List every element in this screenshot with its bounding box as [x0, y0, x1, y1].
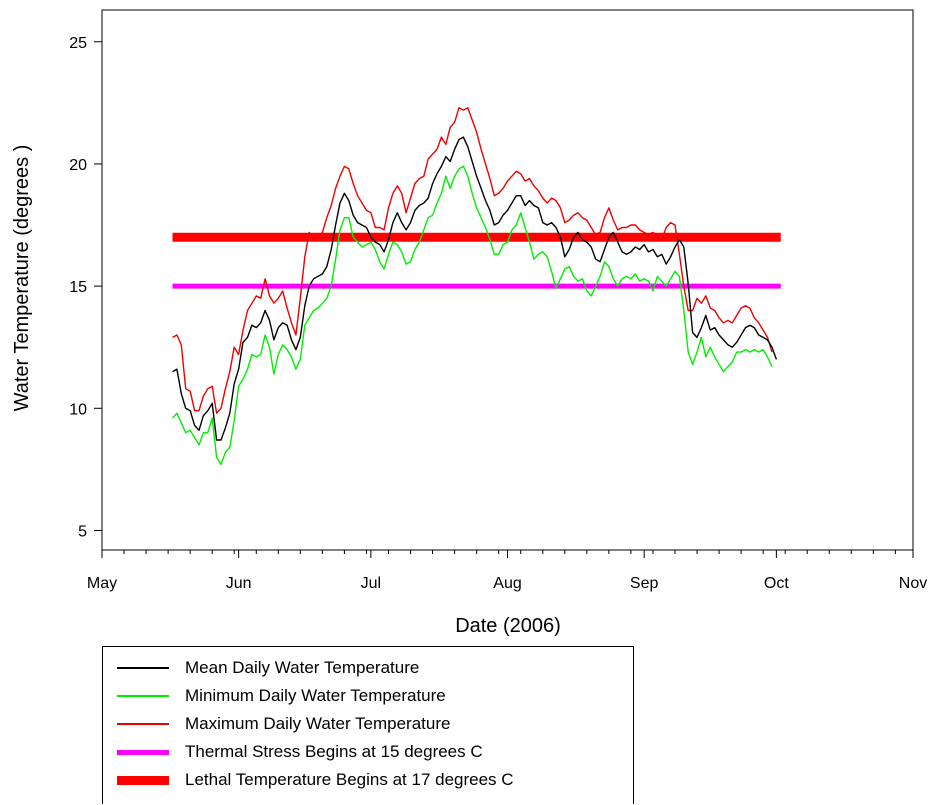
x-tick-label: Oct [764, 575, 789, 592]
y-axis: 5 10 15 20 25 [69, 35, 102, 540]
x-tick-label: Jul [361, 575, 381, 592]
legend-label-mean: Mean Daily Water Temperature [185, 658, 420, 677]
x-axis: May Jun Jul Aug Sep Oct Nov [87, 550, 927, 592]
y-tick-label: 20 [69, 157, 87, 174]
series-line-minimum-daily-water-temperature [171, 165, 773, 466]
legend-label-lethal: Lethal Temperature Begins at 17 degrees … [185, 770, 514, 789]
y-tick-label: 5 [78, 523, 87, 540]
series-line-maximum-daily-water-temperature [172, 106, 773, 414]
legend-item-maximum: Maximum Daily Water Temperature [117, 713, 450, 735]
legend: Mean Daily Water Temperature Minimum Dai… [102, 646, 634, 804]
legend-swatch-minimum [117, 695, 169, 697]
x-tick-label: Jun [226, 575, 252, 592]
legend-item-thermal-stress: Thermal Stress Begins at 15 degrees C [117, 741, 483, 763]
x-axis-title: Date (2006) [455, 615, 561, 637]
legend-swatch-maximum [117, 723, 169, 725]
legend-label-maximum: Maximum Daily Water Temperature [185, 714, 451, 733]
x-tick-label: Sep [630, 575, 659, 592]
plot-frame [101, 9, 914, 551]
y-tick-label: 10 [69, 401, 87, 418]
legend-item-mean: Mean Daily Water Temperature [117, 657, 419, 679]
x-minor-ticks [123, 550, 896, 554]
y-tick-label: 25 [69, 35, 87, 52]
x-tick-label: Aug [493, 575, 521, 592]
x-tick-label: Nov [899, 575, 927, 592]
legend-swatch-lethal [117, 775, 169, 785]
legend-item-minimum: Minimum Daily Water Temperature [117, 685, 446, 707]
x-tick-label: May [87, 575, 117, 592]
series-line-mean-daily-water-temperature [172, 136, 778, 441]
chart: 5 10 15 20 25 May Jun Jul Aug Sep Oct Nov Date (20… [11, 9, 927, 637]
legend-swatch-thermal-stress [117, 749, 169, 755]
legend-label-minimum: Minimum Daily Water Temperature [185, 686, 446, 705]
y-tick-label: 15 [69, 279, 87, 296]
legend-label-thermal-stress: Thermal Stress Begins at 15 degrees C [185, 742, 483, 761]
legend-item-lethal: Lethal Temperature Begins at 17 degrees … [117, 769, 514, 791]
legend-swatch-mean [117, 667, 169, 669]
series-layer [171, 106, 781, 466]
y-axis-title: Water Temperature (degrees ) [11, 145, 33, 412]
